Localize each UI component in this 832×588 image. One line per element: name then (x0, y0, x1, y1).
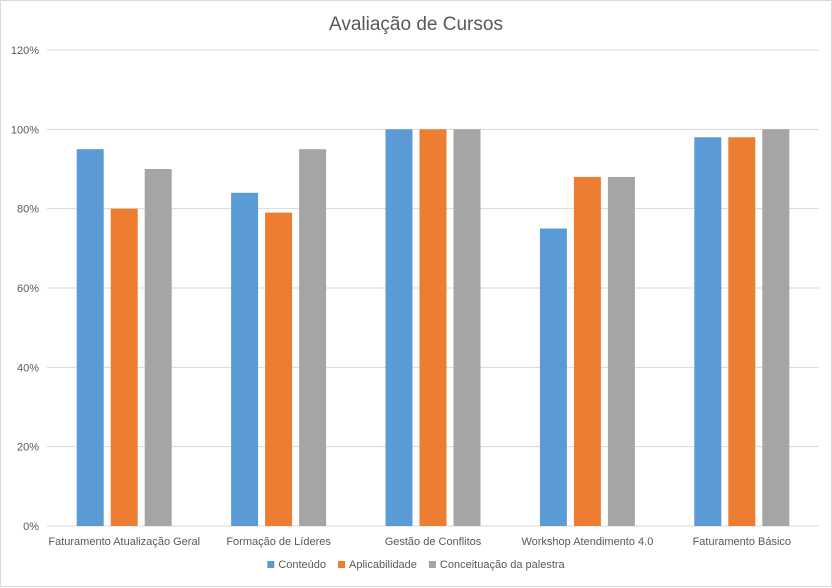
bars (76, 129, 790, 527)
x-category-label: Faturamento Atualização Geral (48, 536, 200, 548)
bar (607, 176, 635, 526)
y-tick-label: 60% (17, 283, 39, 295)
bar (419, 129, 447, 527)
bar (694, 137, 722, 526)
bar (573, 176, 601, 526)
bar (231, 192, 259, 527)
y-tick-label: 0% (23, 521, 39, 533)
y-tick-label: 80% (17, 204, 39, 216)
bar (110, 208, 138, 526)
bar (728, 137, 756, 526)
legend-label: Conceituação da palestra (440, 559, 566, 571)
bar (385, 129, 413, 527)
bar (76, 149, 104, 526)
y-axis-ticks: 0% 20% 40% 60% 80% 100% 120% (11, 45, 39, 533)
chart-title: Avaliação de Cursos (329, 14, 503, 35)
y-tick-label: 40% (17, 362, 39, 374)
legend-label: Aplicabilidade (349, 559, 417, 571)
bar (762, 129, 790, 527)
legend: Conteúdo Aplicabilidade Conceituação da pa… (267, 559, 566, 571)
bar (539, 228, 567, 526)
x-category-label: Faturamento Básico (693, 536, 791, 548)
legend-label: Conteúdo (278, 559, 326, 571)
bar (144, 169, 172, 526)
x-category-label: Formação de Líderes (226, 536, 331, 548)
bar (453, 129, 481, 527)
x-category-label: Workshop Atendimento 4.0 (521, 536, 653, 548)
bar (299, 149, 327, 526)
legend-item: Conteúdo (267, 559, 326, 571)
x-category-label: Gestão de Conflitos (385, 536, 482, 548)
y-tick-label: 120% (11, 45, 39, 57)
x-axis-categories: Faturamento Atualização Geral Formação de… (48, 536, 791, 548)
bar (265, 212, 293, 526)
y-tick-label: 20% (17, 442, 39, 454)
legend-swatch (267, 561, 275, 568)
legend-item: Conceituação da palestra (428, 559, 566, 571)
legend-swatch (428, 561, 436, 568)
legend-item: Aplicabilidade (338, 559, 417, 571)
y-tick-label: 100% (11, 124, 39, 136)
legend-swatch (338, 561, 346, 568)
